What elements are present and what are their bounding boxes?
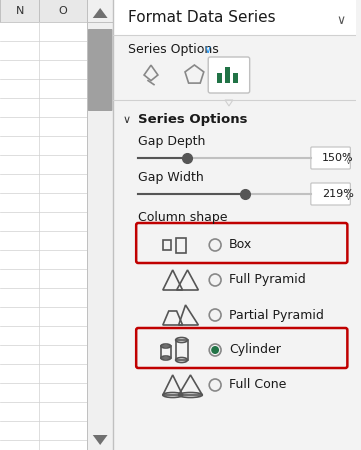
Text: Series Options: Series Options [138,113,248,126]
Text: Series Options: Series Options [128,44,219,57]
Bar [161,346,171,358]
Bar [0,0,113,22]
Text: N: N [16,6,24,16]
FancyBboxPatch shape [311,183,350,205]
Bar [163,240,171,250]
Text: Format Data Series: Format Data Series [128,10,276,26]
Text: Column shape: Column shape [138,212,228,225]
Text: 219%: 219% [322,189,353,199]
Polygon shape [225,100,233,106]
Bar [176,238,186,253]
Bar [0,0,113,450]
FancyBboxPatch shape [208,57,250,93]
Text: Gap Depth: Gap Depth [138,135,205,148]
Text: ∧: ∧ [345,188,350,194]
Text: Cylinder: Cylinder [229,343,281,356]
Text: Partial Pyramid: Partial Pyramid [229,309,324,321]
Text: Gap Width: Gap Width [138,171,204,184]
Text: Full Pyramid: Full Pyramid [229,274,306,287]
Text: 150%: 150% [322,153,353,163]
Text: ∨: ∨ [122,115,130,125]
Text: ∨: ∨ [345,195,350,201]
Bar [233,73,238,83]
Text: Full Cone: Full Cone [229,378,286,392]
Bar [217,73,222,83]
Bar [113,0,356,450]
Bar [87,0,113,450]
Bar [225,67,230,83]
Text: Box: Box [229,238,252,252]
Circle shape [211,346,219,354]
Bar [176,340,187,360]
FancyBboxPatch shape [311,147,350,169]
Text: ∧: ∧ [345,152,350,158]
Text: ∨: ∨ [203,45,211,55]
Text: ∨: ∨ [336,14,345,27]
Polygon shape [93,8,108,18]
Bar [113,0,356,35]
Polygon shape [93,435,108,445]
Text: ∨: ∨ [345,159,350,165]
FancyBboxPatch shape [88,29,113,111]
Text: O: O [59,6,68,16]
